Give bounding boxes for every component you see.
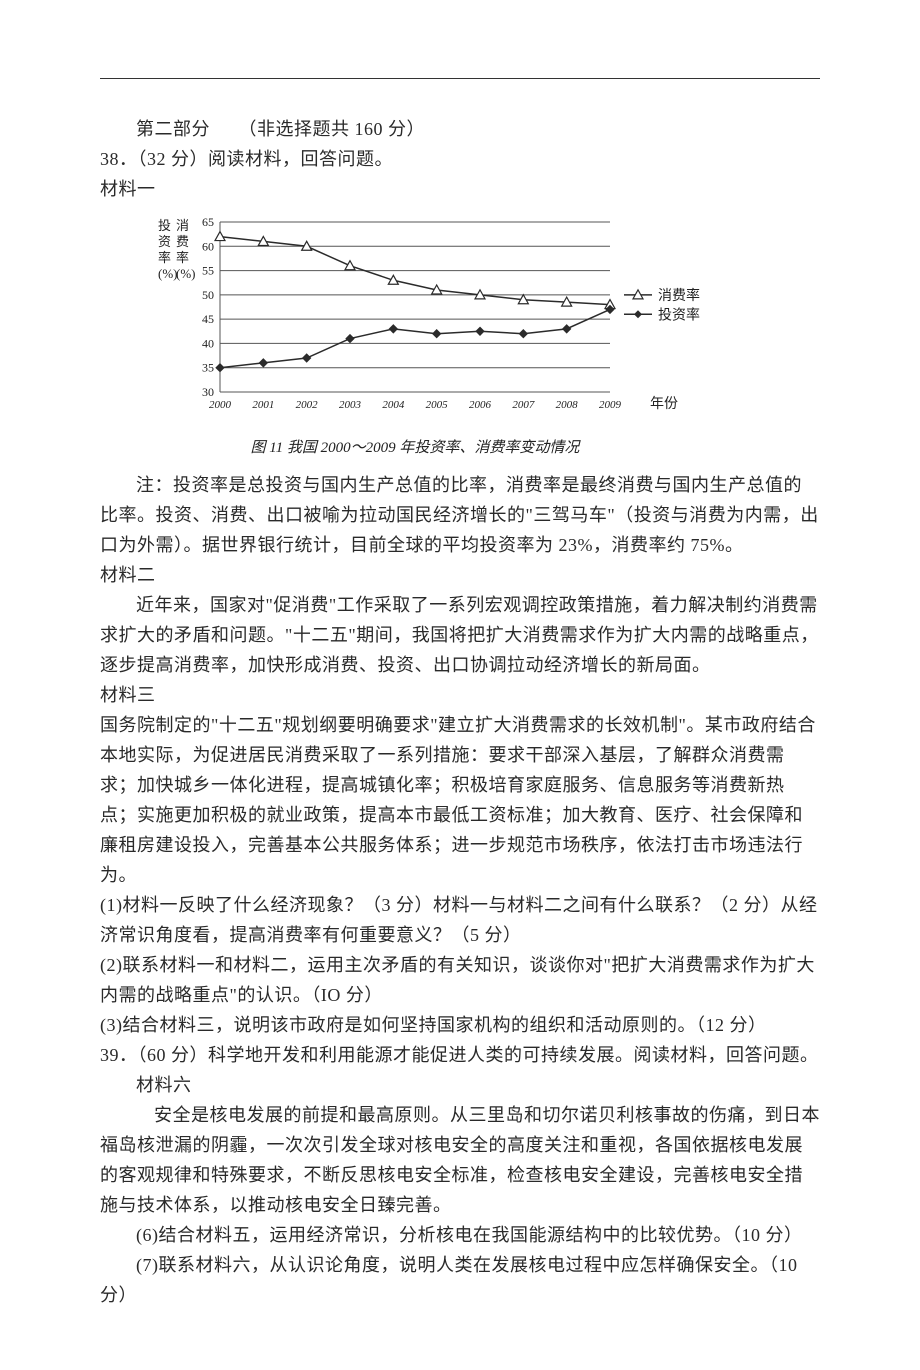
- part-title: 第二部分: [136, 119, 210, 139]
- q38-sub1: (1)材料一反映了什么经济现象？（3 分）材料一与材料二之间有什么联系？（2 分…: [100, 890, 820, 950]
- svg-text:2000: 2000: [209, 399, 232, 411]
- svg-text:2002: 2002: [296, 399, 319, 411]
- svg-text:2005: 2005: [426, 399, 449, 411]
- svg-text:2004: 2004: [382, 399, 405, 411]
- q38-m1-label: 材料一: [100, 174, 820, 204]
- top-rule: [100, 78, 820, 79]
- q38-m2-label: 材料二: [100, 560, 820, 590]
- q38-m3-body: 国务院制定的"十二五"规划纲要明确要求"建立扩大消费需求的长效机制"。某市政府结…: [100, 710, 820, 890]
- q39-m6-body: 安全是核电发展的前提和最高原则。从三里岛和切尔诺贝利核事故的伤痛，到日本福岛核泄…: [100, 1100, 820, 1220]
- svg-text:30: 30: [202, 385, 214, 399]
- svg-text:35: 35: [202, 361, 214, 375]
- figure-11-chart: 30 35 40 45 50 55 60 65 2000 2001 2002 2003 2004 2005…: [140, 212, 710, 462]
- svg-text:资: 资: [158, 234, 171, 249]
- q38-note: 注：投资率是总投资与国内生产总值的比率，消费率是最终消费与国内生产总值的比率。投…: [100, 470, 820, 560]
- svg-text:2001: 2001: [252, 399, 274, 411]
- q39-sub6: (6)结合材料五，运用经济常识，分析核电在我国能源结构中的比较优势。（10 分）: [100, 1220, 820, 1250]
- svg-text:率: 率: [158, 250, 171, 265]
- svg-text:55: 55: [202, 264, 214, 278]
- q38-stem: 38．（32 分）阅读材料，回答问题。: [100, 144, 820, 174]
- svg-text:投资率: 投资率: [658, 306, 700, 323]
- q39-sub7: (7)联系材料六，从认识论角度，说明人类在发展核电过程中应怎样确保安全。（10 …: [100, 1250, 820, 1310]
- svg-text:2006: 2006: [469, 399, 492, 411]
- q38-sub3: (3)结合材料三，说明该市政府是如何坚持国家机构的组织和活动原则的。（12 分）: [100, 1010, 820, 1040]
- part-header: 第二部分 （非选择题共 160 分）: [100, 114, 820, 144]
- line-chart-svg: 30 35 40 45 50 55 60 65 2000 2001 2002 2003 2004 2005…: [140, 212, 700, 462]
- svg-text:60: 60: [202, 239, 214, 253]
- svg-text:消费率: 消费率: [658, 287, 700, 304]
- svg-text:2008: 2008: [556, 399, 579, 411]
- svg-text:投: 投: [158, 218, 171, 233]
- svg-text:2003: 2003: [339, 399, 362, 411]
- document-page: 第二部分 （非选择题共 160 分） 38．（32 分）阅读材料，回答问题。 材…: [0, 0, 920, 1370]
- svg-text:(%): (%): [158, 266, 178, 281]
- svg-text:40: 40: [202, 336, 214, 350]
- svg-text:45: 45: [202, 312, 214, 326]
- part-note: （非选择题共 160 分）: [239, 119, 426, 139]
- q38-m3-label: 材料三: [100, 680, 820, 710]
- q38-sub2: (2)联系材料一和材料二，运用主次矛盾的有关知识，谈谈你对"把扩大消费需求作为扩…: [100, 950, 820, 1010]
- svg-text:2007: 2007: [512, 399, 535, 411]
- svg-text:费: 费: [176, 234, 189, 249]
- q39-m6-label: 材料六: [100, 1070, 820, 1100]
- svg-text:消: 消: [176, 218, 189, 233]
- svg-text:年份: 年份: [650, 396, 678, 412]
- svg-text:65: 65: [202, 215, 214, 229]
- svg-text:50: 50: [202, 288, 214, 302]
- svg-text:率: 率: [176, 250, 189, 265]
- svg-text:(%): (%): [176, 266, 196, 281]
- svg-text:2009: 2009: [599, 399, 622, 411]
- svg-text:图 11 我国 2000～2009 年投资率、消费率变动: 图 11 我国 2000～2009 年投资率、消费率变动情况: [251, 439, 582, 456]
- q39-stem: 39．（60 分）科学地开发和利用能源才能促进人类的可持续发展。阅读材料，回答问…: [100, 1040, 820, 1070]
- q38-m2-body: 近年来，国家对"促消费"工作采取了一系列宏观调控政策措施，着力解决制约消费需求扩…: [100, 590, 820, 680]
